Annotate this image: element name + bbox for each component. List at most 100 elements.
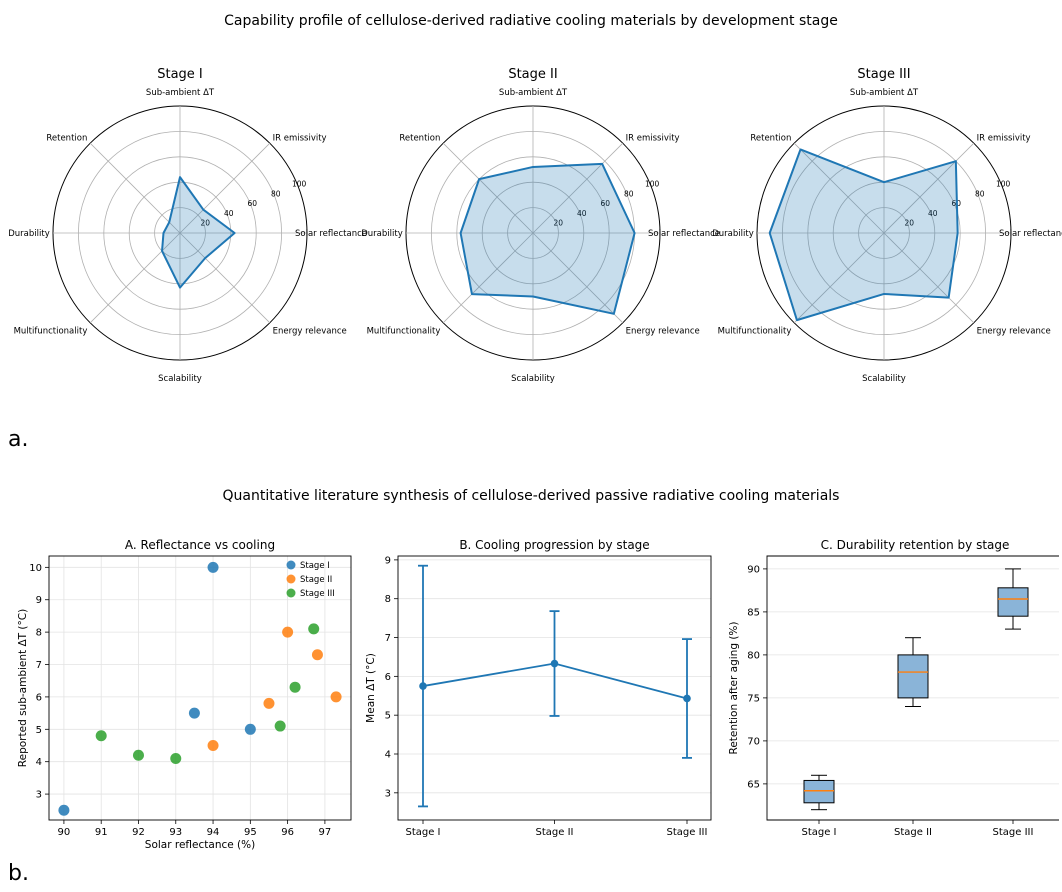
- radar-r-tick-label: 100: [292, 180, 307, 189]
- scatter-point-stage-ii: [330, 691, 342, 703]
- y-tick-label: 5: [36, 725, 42, 736]
- panel-label-b: b.: [8, 861, 29, 886]
- radar-axis-label-solar-reflectance: Solar reflectance: [999, 229, 1062, 239]
- radar-spoke: [793, 232, 885, 324]
- radar-axis-label-sub-ambient-t: Sub-ambient ΔT: [499, 88, 568, 98]
- scatter-point-stage-ii: [207, 739, 219, 751]
- radar-axis-label-scalability: Scalability: [862, 374, 906, 384]
- radar-r-tick-label: 40: [577, 209, 587, 218]
- legend-marker-stage-iii: [286, 588, 296, 598]
- y-axis-label: Retention after aging (%): [728, 622, 740, 755]
- y-tick-label: 90: [747, 564, 760, 575]
- x-tick-label: Stage II: [894, 827, 932, 838]
- radar-chart-stage-ii: Stage II 20 40 60 80 100 Solar reflectance IR e…: [361, 67, 720, 384]
- radar-axis-label-retention: Retention: [46, 133, 87, 143]
- scatter-point-stage-ii: [282, 626, 294, 638]
- radar-axis-label-retention: Retention: [399, 133, 440, 143]
- radar-r-tick-label: 80: [624, 189, 634, 198]
- radar-axis-label-sub-ambient-t: Sub-ambient ΔT: [146, 88, 215, 98]
- radar-spoke: [442, 232, 534, 324]
- legend-label-stage-iii: Stage III: [300, 589, 335, 599]
- radar-spoke: [179, 232, 271, 324]
- scatter-point-stage-iii: [274, 720, 286, 732]
- radar-axis-label-multifunctionality: Multifunctionality: [14, 327, 88, 337]
- legend-label-stage-ii: Stage II: [300, 575, 332, 585]
- radar-spoke: [89, 232, 181, 324]
- scatter-point-stage-i: [58, 804, 70, 816]
- radar-series-polygon: [161, 176, 236, 289]
- radar-spoke: [532, 232, 624, 324]
- x-tick-label: 91: [95, 827, 108, 838]
- x-tick-label: 96: [281, 827, 294, 838]
- x-tick-label: 90: [58, 827, 71, 838]
- chart-title: C. Durability retention by stage: [821, 538, 1010, 552]
- y-tick-label: 4: [36, 757, 42, 768]
- box-stage-i: [803, 779, 835, 804]
- radar-r-tick-label: 20: [905, 219, 915, 228]
- radar-spoke: [883, 232, 975, 324]
- scatter-point-stage-iii: [289, 681, 301, 693]
- radar-spoke: [179, 142, 271, 234]
- figure-title-a: Capability profile of cellulose-derived …: [224, 13, 838, 29]
- y-tick-label: 8: [36, 628, 42, 639]
- radar-axis-label-ir-emissivity: IR emissivity: [273, 133, 327, 143]
- y-tick-label: 10: [29, 563, 42, 574]
- y-axis-label: Mean ΔT (°C): [365, 653, 377, 723]
- radar-axis-label-energy-relevance: Energy relevance: [273, 327, 347, 337]
- legend-marker-stage-ii: [286, 574, 296, 584]
- radar-axis-label-ir-emissivity: IR emissivity: [977, 133, 1031, 143]
- radar-axis-label-energy-relevance: Energy relevance: [626, 327, 700, 337]
- scatter-point-stage-iii: [95, 730, 107, 742]
- y-tick-label: 80: [747, 650, 760, 661]
- radar-axis-label-solar-reflectance: Solar reflectance: [295, 229, 367, 239]
- radar-title: Stage I: [157, 67, 203, 82]
- radar-series-polygon: [459, 162, 636, 315]
- legend-label-stage-i: Stage I: [300, 561, 330, 571]
- x-tick-label: Stage III: [667, 827, 708, 838]
- radar-title: Stage II: [508, 67, 557, 82]
- radar-axis-label-scalability: Scalability: [511, 374, 555, 384]
- y-tick-label: 65: [747, 779, 760, 790]
- legend-marker-stage-i: [286, 560, 296, 570]
- y-axis-label: Reported sub-ambient ΔT (°C): [17, 609, 29, 767]
- radar-axis-label-durability: Durability: [8, 229, 49, 239]
- y-tick-label: 6: [385, 672, 391, 683]
- mean-point-stage-iii: [683, 694, 691, 703]
- scatter-point-stage-i: [207, 561, 219, 573]
- y-tick-label: 4: [385, 750, 391, 761]
- scatter-point-stage-iii: [308, 623, 320, 635]
- y-tick-label: 3: [36, 790, 42, 801]
- x-axis-label: Solar reflectance (%): [145, 839, 255, 851]
- scatter-point-stage-i: [188, 707, 200, 719]
- radar-r-tick-label: 80: [975, 189, 985, 198]
- chart-title: A. Reflectance vs cooling: [125, 538, 275, 552]
- y-tick-label: 3: [385, 788, 391, 799]
- y-tick-label: 85: [747, 607, 760, 618]
- x-tick-label: 97: [319, 827, 332, 838]
- radar-spoke: [442, 142, 534, 234]
- radar-r-tick-label: 60: [247, 199, 257, 208]
- radar-axis-label-solar-reflectance: Solar reflectance: [648, 229, 720, 239]
- radar-chart-stage-i: Stage I 20 40 60 80 100 Solar reflectance IR em…: [8, 67, 367, 384]
- radar-r-tick-label: 20: [554, 219, 564, 228]
- figure-title-b: Quantitative literature synthesis of cel…: [223, 488, 840, 504]
- radar-r-tick-label: 40: [224, 209, 234, 218]
- radar-r-tick-label: 100: [996, 180, 1011, 189]
- radar-axis-label-multifunctionality: Multifunctionality: [367, 327, 441, 337]
- radar-axis-label-durability: Durability: [361, 229, 402, 239]
- radar-spoke: [89, 142, 181, 234]
- chart-title: B. Cooling progression by stage: [459, 538, 649, 552]
- scatter-point-stage-iii: [170, 752, 182, 764]
- x-tick-label: 94: [207, 827, 220, 838]
- scatter-point-stage-ii: [311, 649, 323, 661]
- radar-axis-label-durability: Durability: [712, 229, 753, 239]
- box-stage-iii: [997, 587, 1029, 617]
- mean-point-stage-ii: [550, 659, 559, 668]
- x-tick-label: Stage III: [993, 827, 1034, 838]
- y-tick-label: 7: [36, 660, 42, 671]
- radar-series-polygon: [768, 148, 959, 322]
- y-tick-label: 7: [385, 633, 391, 644]
